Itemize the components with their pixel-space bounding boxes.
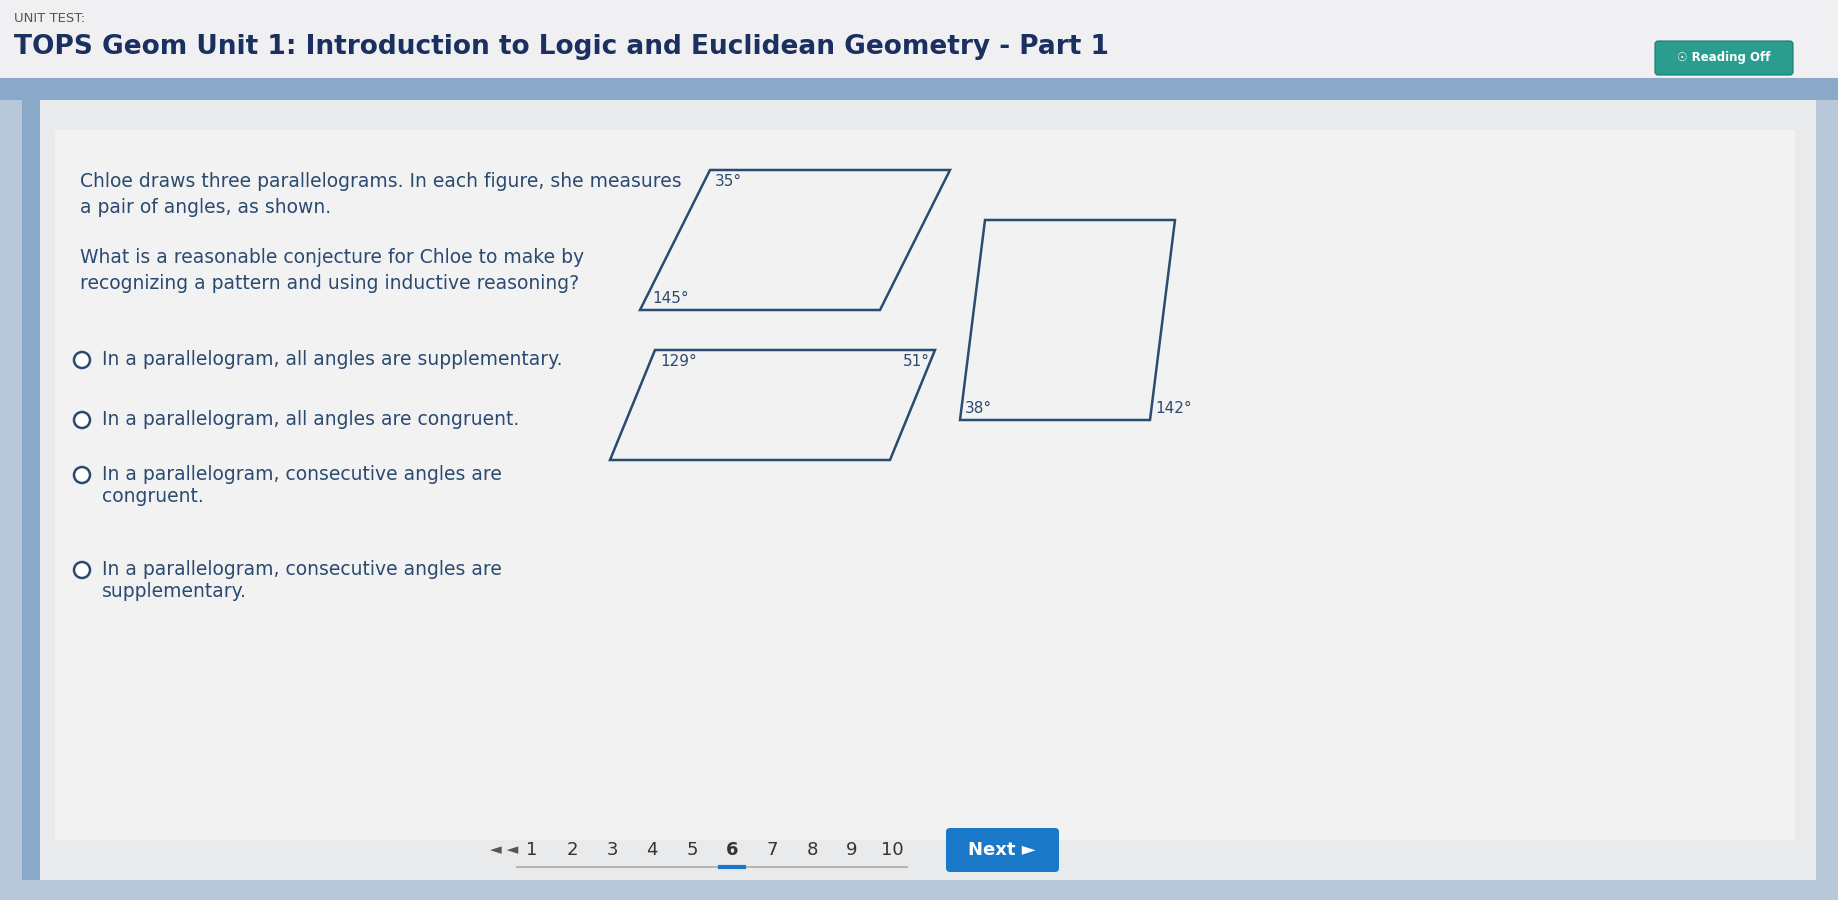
FancyBboxPatch shape [22,100,1816,880]
Text: In a parallelogram, consecutive angles are
congruent.: In a parallelogram, consecutive angles a… [101,465,502,506]
Text: 9: 9 [845,841,858,859]
Text: UNIT TEST:: UNIT TEST: [15,12,85,25]
Text: 3: 3 [607,841,618,859]
Text: 1: 1 [526,841,539,859]
Text: recognizing a pattern and using inductive reasoning?: recognizing a pattern and using inductiv… [81,274,579,293]
Text: a pair of angles, as shown.: a pair of angles, as shown. [81,198,331,217]
Text: In a parallelogram, all angles are congruent.: In a parallelogram, all angles are congr… [101,410,520,429]
FancyBboxPatch shape [0,78,1838,100]
Text: 5: 5 [686,841,698,859]
Text: 8: 8 [807,841,818,859]
Text: ☉ Reading Off: ☉ Reading Off [1678,51,1770,65]
Text: 145°: 145° [652,291,689,306]
Text: Next ►: Next ► [969,841,1037,859]
FancyBboxPatch shape [1654,41,1794,75]
Text: In a parallelogram, all angles are supplementary.: In a parallelogram, all angles are suppl… [101,350,562,369]
Text: 4: 4 [647,841,658,859]
Text: In a parallelogram, consecutive angles are
supplementary.: In a parallelogram, consecutive angles a… [101,560,502,601]
Text: TOPS Geom Unit 1: Introduction to Logic and Euclidean Geometry - Part 1: TOPS Geom Unit 1: Introduction to Logic … [15,34,1108,60]
Text: 6: 6 [726,841,739,859]
Text: 51°: 51° [902,354,930,369]
Circle shape [74,352,90,368]
Text: 129°: 129° [660,354,697,369]
Circle shape [74,562,90,578]
Text: ◄ ◄: ◄ ◄ [491,842,518,858]
Text: 7: 7 [766,841,777,859]
Text: 142°: 142° [1154,401,1191,416]
Text: What is a reasonable conjecture for Chloe to make by: What is a reasonable conjecture for Chlo… [81,248,584,267]
Text: 2: 2 [566,841,577,859]
Circle shape [74,467,90,483]
Text: 10: 10 [880,841,902,859]
FancyBboxPatch shape [0,0,1838,78]
Text: Chloe draws three parallelograms. In each figure, she measures: Chloe draws three parallelograms. In eac… [81,172,682,191]
FancyBboxPatch shape [22,100,40,880]
Text: 35°: 35° [715,174,743,189]
FancyBboxPatch shape [947,828,1059,872]
FancyBboxPatch shape [55,130,1796,840]
Text: 38°: 38° [965,401,993,416]
Circle shape [74,412,90,428]
